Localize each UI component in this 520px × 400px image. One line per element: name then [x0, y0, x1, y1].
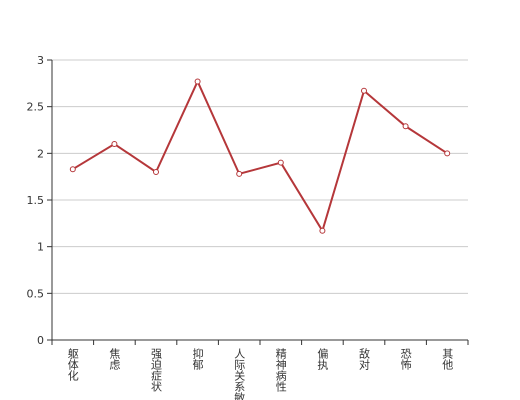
- y-tick-label: 1.5: [27, 194, 45, 207]
- point: [69, 166, 76, 173]
- point: [111, 141, 118, 147]
- y-tick-label: 1: [37, 241, 44, 254]
- x-tick-label: 恐怖: [399, 348, 412, 370]
- y-tick-label: 3: [37, 54, 44, 67]
- x-tick-label: 其他: [441, 348, 454, 370]
- x-tick-label: 偏执: [316, 347, 329, 371]
- point: [236, 170, 243, 177]
- y-tick-label: 2.5: [27, 101, 45, 114]
- x-tick-label: 焦虑: [108, 348, 121, 370]
- point: [194, 78, 201, 85]
- y-tick-label: 0.5: [27, 287, 45, 300]
- x-tick-label: 抑郁: [191, 347, 204, 370]
- point: [444, 150, 451, 157]
- x-tick-label: 敌对: [358, 347, 371, 370]
- point: [402, 123, 409, 130]
- x-tick-label: 强迫症状: [150, 348, 163, 392]
- y-tick-label: 2: [37, 147, 44, 160]
- point: [153, 169, 159, 175]
- point: [361, 87, 367, 94]
- y-tick-label: 0: [37, 334, 44, 347]
- point: [319, 227, 326, 234]
- x-tick-label: 人际关系敏感: [233, 348, 246, 400]
- point: [277, 159, 284, 166]
- x-tick-label: 精神病性: [274, 348, 287, 393]
- line: [72, 79, 448, 234]
- x-tick-label: 躯体化: [66, 348, 79, 382]
